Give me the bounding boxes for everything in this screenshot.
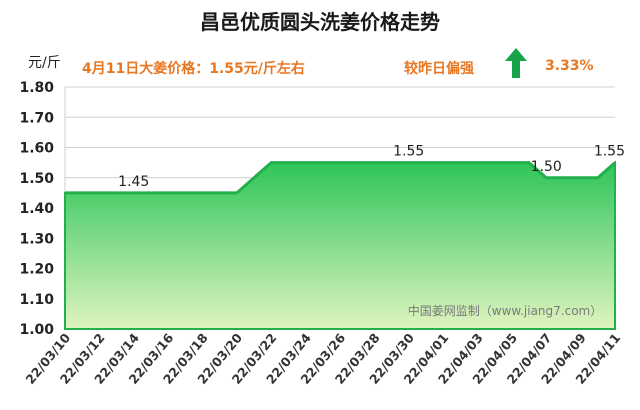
y-tick-label: 1.80 (19, 80, 54, 96)
comparison-label: 较昨日偏强 (404, 61, 474, 77)
data-label: 1.55 (594, 144, 625, 160)
x-tick-labels: 22/03/1022/03/1222/03/1422/03/1622/03/18… (22, 330, 623, 387)
area-series (64, 160, 616, 330)
y-tick-label: 1.50 (19, 171, 54, 187)
watermark-text: 中国姜网监制（www.jiang7.com） (408, 303, 602, 318)
data-labels: 1.45 1.55 1.50 1.55 (118, 144, 625, 190)
y-tick-label: 1.70 (19, 110, 54, 126)
data-label: 1.55 (393, 144, 424, 160)
price-headline: 4月11日大姜价格：1.55元/斤左右 (82, 61, 305, 77)
data-label: 1.50 (531, 159, 562, 175)
up-arrow-icon (505, 48, 527, 78)
y-tick-label: 1.30 (19, 231, 54, 247)
y-tick-labels: 1.00 1.10 1.20 1.30 1.40 1.50 1.60 1.70 1.80 (19, 80, 54, 338)
y-tick-label: 1.10 (19, 292, 54, 308)
change-percent: 3.33% (545, 58, 594, 74)
y-tick-label: 1.20 (19, 262, 54, 278)
y-tick-label: 1.40 (19, 201, 54, 217)
series-line (65, 161, 616, 195)
chart-title: 昌邑优质圆头洗姜价格走势 (200, 10, 440, 34)
y-tick-label: 1.60 (19, 141, 54, 157)
y-tick-label: 1.00 (19, 322, 54, 338)
y-axis-unit-label: 元/斤 (28, 55, 61, 71)
data-label: 1.45 (118, 174, 149, 190)
